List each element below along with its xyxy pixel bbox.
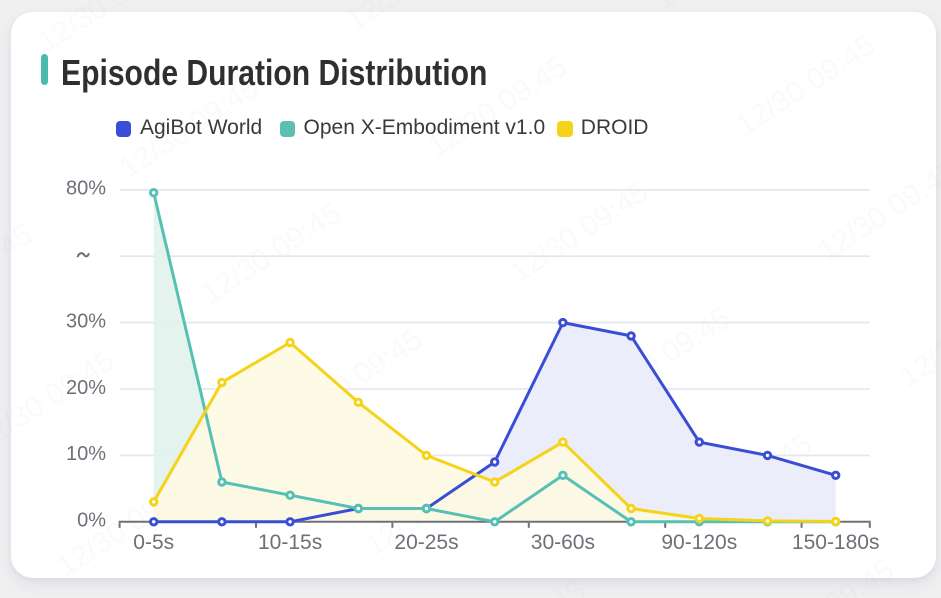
svg-text:80%: 80%	[66, 178, 106, 200]
svg-text:0%: 0%	[77, 510, 106, 532]
svg-text:150-180s: 150-180s	[792, 531, 880, 554]
svg-text:20-25s: 20-25s	[394, 531, 458, 554]
svg-text:20%: 20%	[66, 377, 106, 399]
svg-text:10%: 10%	[66, 443, 106, 465]
svg-text:0-5s: 0-5s	[133, 531, 174, 554]
svg-text:90-120s: 90-120s	[661, 531, 737, 554]
svg-text:30-60s: 30-60s	[531, 531, 595, 554]
svg-text:30%: 30%	[66, 310, 106, 332]
svg-text:10-15s: 10-15s	[258, 531, 322, 554]
